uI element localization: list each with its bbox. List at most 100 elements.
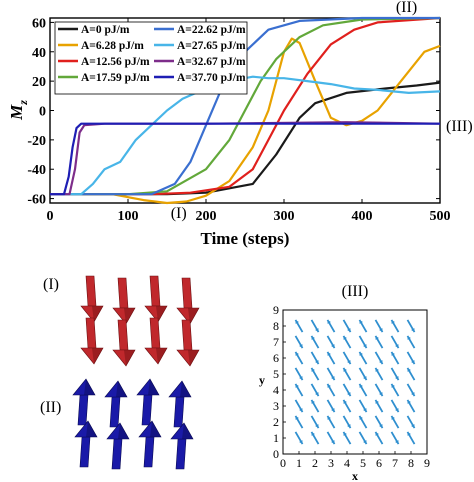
y-tick-label: -60 [27, 193, 46, 208]
legend-box [54, 21, 248, 95]
arrow-head [138, 420, 162, 438]
quiver-y-tick-label: 1 [273, 431, 279, 445]
quiver-arrowhead [391, 415, 395, 420]
axis-ticks: 0 100 200 300 400 500 -60 -40 -20 0 20 40 60 [27, 16, 450, 224]
quiver-arrowhead [395, 344, 399, 349]
quiver-arrowhead [295, 319, 299, 324]
quiver-x-tick-label: 3 [328, 456, 334, 470]
y-axis-label: Mz [7, 100, 30, 121]
quiver-y-tick-label: 5 [273, 367, 279, 381]
panel-label-I: (I) [43, 276, 59, 293]
quiver-arrowhead [295, 383, 299, 388]
quiver-arrowhead [327, 319, 331, 324]
quiver-arrowhead [299, 376, 303, 381]
legend-entry: A=0 pJ/m [81, 24, 130, 36]
arrow-shade [182, 423, 193, 439]
arrow-shade [180, 381, 191, 397]
arrow-head [74, 420, 98, 438]
y-tick-label: -40 [27, 163, 46, 178]
arrow-head [80, 347, 104, 365]
quiver-arrowhead [299, 440, 303, 445]
quiver-title: (III) [342, 283, 369, 300]
quiver-x-tick-label: 9 [424, 456, 430, 470]
y-tick-label: 60 [32, 16, 46, 31]
quiver-arrowhead [327, 351, 331, 356]
quiver-arrowhead [375, 431, 379, 436]
arrow-shade [86, 421, 97, 437]
quiver-arrowhead [343, 335, 347, 340]
quiver-arrowhead [391, 351, 395, 356]
quiver-arrowhead [343, 431, 347, 436]
svg-text:Mz: Mz [7, 100, 30, 121]
quiver-arrowhead [411, 392, 415, 397]
quiver-x-tick-label: 4 [344, 456, 350, 470]
quiver-x-tick-label: 8 [408, 456, 414, 470]
quiver-y-tick-label: 2 [273, 415, 279, 429]
y-axis-label-sub: z [16, 100, 30, 106]
quiver-x-tick-label: 1 [296, 456, 302, 470]
arrow-head [168, 380, 192, 398]
arrow-shaft [141, 394, 153, 426]
quiver-y-tick-label: 3 [273, 399, 279, 413]
arrow-shade [124, 350, 135, 366]
arrow-shade [150, 421, 161, 437]
quiver-arrowhead [391, 319, 395, 324]
panel-label-II: (II) [40, 399, 61, 416]
legend-entry: A=22.62 pJ/m [177, 24, 246, 36]
quiver-arrowhead [379, 392, 383, 397]
quiver-arrowhead [315, 424, 319, 429]
quiver-arrowhead [375, 335, 379, 340]
arrow-head [80, 305, 104, 323]
annotation-label: (III) [446, 118, 473, 135]
quiver-arrowhead [343, 367, 347, 372]
spin-arrow-panels: (I) (II) [40, 275, 200, 470]
quiver-arrowhead [407, 431, 411, 436]
quiver-arrowhead [347, 328, 351, 333]
quiver-arrowhead [363, 408, 367, 413]
quiver-y-tick-label: 4 [273, 383, 279, 397]
quiver-y-tick-label: 8 [273, 319, 279, 333]
quiver-arrowhead [411, 424, 415, 429]
quiver-y-tick-label: 0 [273, 447, 279, 461]
arrow-head [144, 305, 168, 323]
arrow-shaft [173, 396, 185, 428]
quiver-arrowhead [379, 328, 383, 333]
quiver-arrowhead [407, 335, 411, 340]
quiver-arrowhead [359, 415, 363, 420]
quiver-y-tick-label: 9 [273, 303, 279, 317]
arrow-shaft [149, 317, 161, 349]
x-tick-label: 200 [196, 209, 217, 224]
quiver-arrowhead [395, 376, 399, 381]
quiver-arrowhead [407, 367, 411, 372]
legend-entry: A=6.28 pJ/m [81, 40, 144, 52]
quiver-arrowhead [331, 440, 335, 445]
arrow-head [112, 307, 136, 325]
arrow-head [144, 347, 168, 365]
quiver-arrowhead [411, 328, 415, 333]
series-lines [50, 16, 441, 205]
annotations: (I) (II) (III) [171, 0, 473, 222]
quiver-arrowhead [411, 360, 415, 365]
arrow-shaft [85, 317, 97, 349]
quiver-arrowhead [331, 408, 335, 413]
quiver-plot-area [282, 309, 428, 455]
quiver-y-tick-label: 6 [273, 351, 279, 365]
quiver-arrowhead [295, 415, 299, 420]
legend: A=0 pJ/m A=6.28 pJ/m A=12.56 pJ/m A=17.59 p… [54, 21, 248, 95]
x-tick-label: 100 [118, 209, 139, 224]
arrow-shade [148, 379, 159, 395]
arrow-shaft [77, 394, 89, 426]
quiver-arrowhead [311, 367, 315, 372]
quiver-arrowhead [311, 431, 315, 436]
series-line [50, 16, 441, 196]
annotation-label: (I) [171, 205, 187, 222]
arrow-shaft [175, 438, 187, 470]
arrow-shade [92, 348, 103, 364]
line-chart: 0 100 200 300 400 500 -60 -40 -20 0 20 40 60 Time (s… [7, 0, 473, 248]
arrow-shade [116, 381, 127, 397]
quiver-x-tick-label: 2 [312, 456, 318, 470]
arrow-shaft [85, 275, 97, 307]
